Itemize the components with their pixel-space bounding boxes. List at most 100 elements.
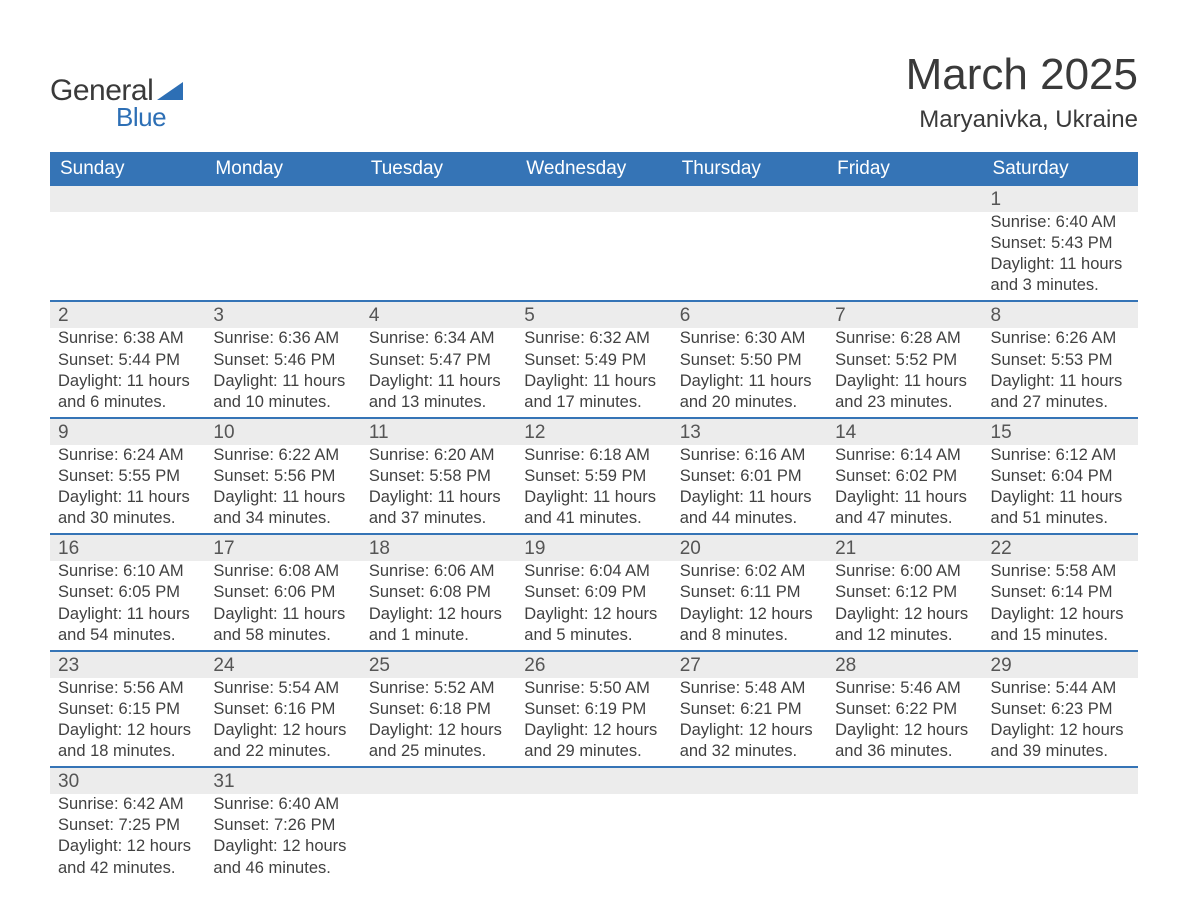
day-number-cell: 27 xyxy=(672,652,827,678)
day-detail-cell xyxy=(50,212,205,300)
day-number-cell: 3 xyxy=(205,302,360,328)
day-detail-cell: Sunrise: 6:10 AMSunset: 6:05 PMDaylight:… xyxy=(50,561,205,649)
day-detail-cell: Sunrise: 6:38 AMSunset: 5:44 PMDaylight:… xyxy=(50,328,205,416)
day-number-cell xyxy=(516,186,671,212)
day-detail-cell: Sunrise: 5:52 AMSunset: 6:18 PMDaylight:… xyxy=(361,678,516,766)
day-number-cell: 2 xyxy=(50,302,205,328)
day-detail-cell xyxy=(516,794,671,882)
day-number-cell: 17 xyxy=(205,535,360,561)
day-number-cell: 14 xyxy=(827,419,982,445)
day-number-cell: 8 xyxy=(983,302,1138,328)
day-detail-cell: Sunrise: 6:42 AMSunset: 7:25 PMDaylight:… xyxy=(50,794,205,882)
day-detail-cell xyxy=(983,794,1138,882)
day-number-cell: 13 xyxy=(672,419,827,445)
day-detail-cell: Sunrise: 6:16 AMSunset: 6:01 PMDaylight:… xyxy=(672,445,827,533)
day-detail-cell: Sunrise: 5:46 AMSunset: 6:22 PMDaylight:… xyxy=(827,678,982,766)
day-number-row: 9101112131415 xyxy=(50,419,1138,445)
day-detail-cell: Sunrise: 5:48 AMSunset: 6:21 PMDaylight:… xyxy=(672,678,827,766)
day-number-cell: 12 xyxy=(516,419,671,445)
day-number-cell: 28 xyxy=(827,652,982,678)
day-number-cell: 16 xyxy=(50,535,205,561)
day-number-cell: 25 xyxy=(361,652,516,678)
day-detail-row: Sunrise: 6:40 AMSunset: 5:43 PMDaylight:… xyxy=(50,212,1138,300)
day-number-cell: 21 xyxy=(827,535,982,561)
day-number-cell: 29 xyxy=(983,652,1138,678)
day-number-cell: 9 xyxy=(50,419,205,445)
day-number-cell: 22 xyxy=(983,535,1138,561)
day-number-cell xyxy=(672,768,827,794)
day-number-cell: 31 xyxy=(205,768,360,794)
day-detail-cell: Sunrise: 6:36 AMSunset: 5:46 PMDaylight:… xyxy=(205,328,360,416)
day-detail-cell: Sunrise: 6:06 AMSunset: 6:08 PMDaylight:… xyxy=(361,561,516,649)
day-number-cell xyxy=(205,186,360,212)
location-subtitle: Maryanivka, Ukraine xyxy=(906,106,1138,134)
day-number-cell xyxy=(361,768,516,794)
day-detail-cell: Sunrise: 6:12 AMSunset: 6:04 PMDaylight:… xyxy=(983,445,1138,533)
day-number-cell: 23 xyxy=(50,652,205,678)
day-number-cell: 5 xyxy=(516,302,671,328)
day-number-cell: 7 xyxy=(827,302,982,328)
day-detail-cell: Sunrise: 5:56 AMSunset: 6:15 PMDaylight:… xyxy=(50,678,205,766)
calendar-table: SundayMondayTuesdayWednesdayThursdayFrid… xyxy=(50,152,1138,883)
day-header: Monday xyxy=(205,152,360,186)
day-detail-cell xyxy=(516,212,671,300)
day-number-cell xyxy=(516,768,671,794)
day-number-cell: 4 xyxy=(361,302,516,328)
day-detail-cell xyxy=(672,794,827,882)
day-detail-cell: Sunrise: 6:18 AMSunset: 5:59 PMDaylight:… xyxy=(516,445,671,533)
day-number-cell xyxy=(50,186,205,212)
day-detail-row: Sunrise: 6:38 AMSunset: 5:44 PMDaylight:… xyxy=(50,328,1138,416)
day-number-row: 3031 xyxy=(50,768,1138,794)
day-number-cell xyxy=(827,768,982,794)
day-detail-cell: Sunrise: 6:22 AMSunset: 5:56 PMDaylight:… xyxy=(205,445,360,533)
day-number-cell: 10 xyxy=(205,419,360,445)
logo: General Blue xyxy=(50,50,183,133)
day-number-cell xyxy=(361,186,516,212)
day-number-cell: 30 xyxy=(50,768,205,794)
day-detail-cell xyxy=(361,212,516,300)
day-detail-cell: Sunrise: 6:28 AMSunset: 5:52 PMDaylight:… xyxy=(827,328,982,416)
day-number-cell: 6 xyxy=(672,302,827,328)
day-detail-cell xyxy=(205,212,360,300)
day-number-cell: 24 xyxy=(205,652,360,678)
day-number-cell xyxy=(983,768,1138,794)
logo-text-blue: Blue xyxy=(116,102,166,133)
day-detail-cell: Sunrise: 6:26 AMSunset: 5:53 PMDaylight:… xyxy=(983,328,1138,416)
header-region: General Blue March 2025 Maryanivka, Ukra… xyxy=(50,50,1138,134)
day-number-cell: 19 xyxy=(516,535,671,561)
day-number-cell: 26 xyxy=(516,652,671,678)
day-number-cell: 11 xyxy=(361,419,516,445)
day-detail-row: Sunrise: 5:56 AMSunset: 6:15 PMDaylight:… xyxy=(50,678,1138,766)
day-detail-cell: Sunrise: 6:08 AMSunset: 6:06 PMDaylight:… xyxy=(205,561,360,649)
day-detail-cell: Sunrise: 6:40 AMSunset: 7:26 PMDaylight:… xyxy=(205,794,360,882)
day-number-cell: 20 xyxy=(672,535,827,561)
day-detail-row: Sunrise: 6:24 AMSunset: 5:55 PMDaylight:… xyxy=(50,445,1138,533)
day-detail-cell: Sunrise: 6:24 AMSunset: 5:55 PMDaylight:… xyxy=(50,445,205,533)
day-detail-cell: Sunrise: 6:14 AMSunset: 6:02 PMDaylight:… xyxy=(827,445,982,533)
day-header: Sunday xyxy=(50,152,205,186)
day-header: Wednesday xyxy=(516,152,671,186)
day-detail-cell: Sunrise: 6:32 AMSunset: 5:49 PMDaylight:… xyxy=(516,328,671,416)
day-number-row: 23242526272829 xyxy=(50,652,1138,678)
day-detail-cell: Sunrise: 6:02 AMSunset: 6:11 PMDaylight:… xyxy=(672,561,827,649)
month-year-title: March 2025 xyxy=(906,50,1138,100)
day-number-cell: 1 xyxy=(983,186,1138,212)
day-number-cell: 18 xyxy=(361,535,516,561)
day-header-row: SundayMondayTuesdayWednesdayThursdayFrid… xyxy=(50,152,1138,186)
day-detail-cell: Sunrise: 5:54 AMSunset: 6:16 PMDaylight:… xyxy=(205,678,360,766)
day-detail-cell xyxy=(827,794,982,882)
day-detail-cell: Sunrise: 6:34 AMSunset: 5:47 PMDaylight:… xyxy=(361,328,516,416)
day-detail-cell xyxy=(672,212,827,300)
day-detail-cell: Sunrise: 5:44 AMSunset: 6:23 PMDaylight:… xyxy=(983,678,1138,766)
day-detail-row: Sunrise: 6:10 AMSunset: 6:05 PMDaylight:… xyxy=(50,561,1138,649)
day-detail-cell xyxy=(361,794,516,882)
day-header: Tuesday xyxy=(361,152,516,186)
day-detail-cell: Sunrise: 5:58 AMSunset: 6:14 PMDaylight:… xyxy=(983,561,1138,649)
day-detail-cell: Sunrise: 5:50 AMSunset: 6:19 PMDaylight:… xyxy=(516,678,671,766)
day-detail-row: Sunrise: 6:42 AMSunset: 7:25 PMDaylight:… xyxy=(50,794,1138,882)
day-header: Thursday xyxy=(672,152,827,186)
day-detail-cell: Sunrise: 6:04 AMSunset: 6:09 PMDaylight:… xyxy=(516,561,671,649)
day-detail-cell: Sunrise: 6:00 AMSunset: 6:12 PMDaylight:… xyxy=(827,561,982,649)
day-number-row: 2345678 xyxy=(50,302,1138,328)
day-number-cell xyxy=(672,186,827,212)
